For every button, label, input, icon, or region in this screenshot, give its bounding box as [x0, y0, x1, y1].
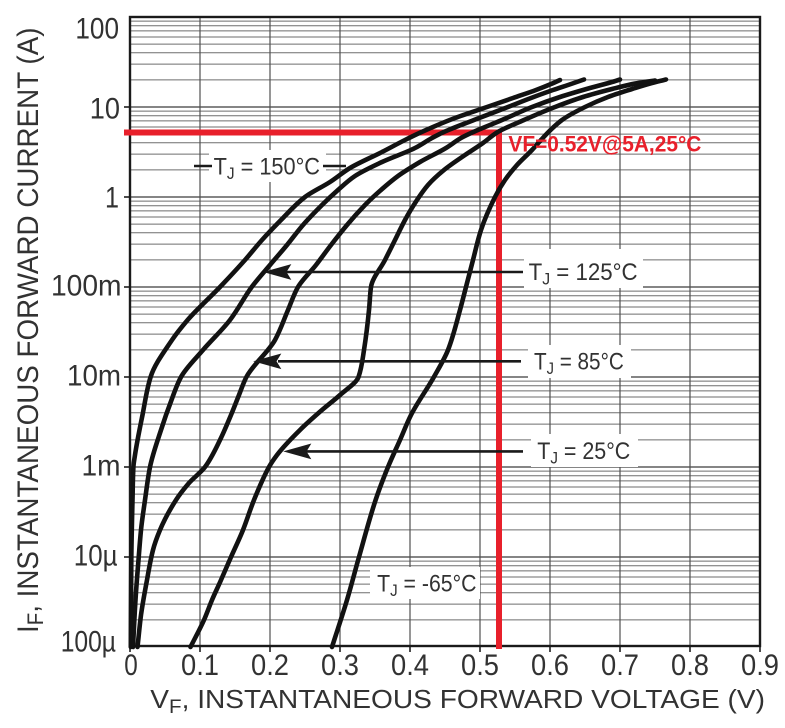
svg-text:0.1: 0.1 — [181, 649, 219, 682]
svg-text:TJ = 25°C: TJ = 25°C — [537, 438, 630, 468]
svg-text:0.2: 0.2 — [251, 649, 289, 682]
svg-text:10m: 10m — [67, 360, 121, 393]
svg-text:VF=0.52V@5A,25°C: VF=0.52V@5A,25°C — [508, 132, 701, 157]
svg-text:0.5: 0.5 — [461, 649, 499, 682]
svg-text:10: 10 — [90, 93, 120, 126]
svg-text:TJ = 85°C: TJ = 85°C — [534, 349, 624, 379]
svg-text:100µ: 100µ — [61, 626, 116, 659]
svg-text:1: 1 — [105, 182, 119, 215]
svg-text:VF, INSTANTANEOUS FORWARD VOLT: VF, INSTANTANEOUS FORWARD VOLTAGE (V) — [150, 684, 765, 718]
svg-text:0.4: 0.4 — [391, 649, 429, 682]
svg-text:100m: 100m — [51, 270, 122, 303]
svg-text:0: 0 — [124, 649, 138, 682]
svg-text:0.9: 0.9 — [741, 649, 779, 682]
svg-text:0.8: 0.8 — [671, 649, 709, 682]
svg-text:0.7: 0.7 — [601, 649, 639, 682]
svg-text:IF, INSTANTANEOUS FORWARD CURR: IF, INSTANTANEOUS FORWARD CURRENT (A) — [12, 28, 48, 634]
svg-text:10µ: 10µ — [74, 539, 118, 572]
svg-text:0.3: 0.3 — [321, 649, 359, 682]
svg-text:1m: 1m — [82, 450, 121, 483]
svg-text:0.6: 0.6 — [531, 649, 569, 682]
svg-text:100: 100 — [75, 13, 119, 46]
